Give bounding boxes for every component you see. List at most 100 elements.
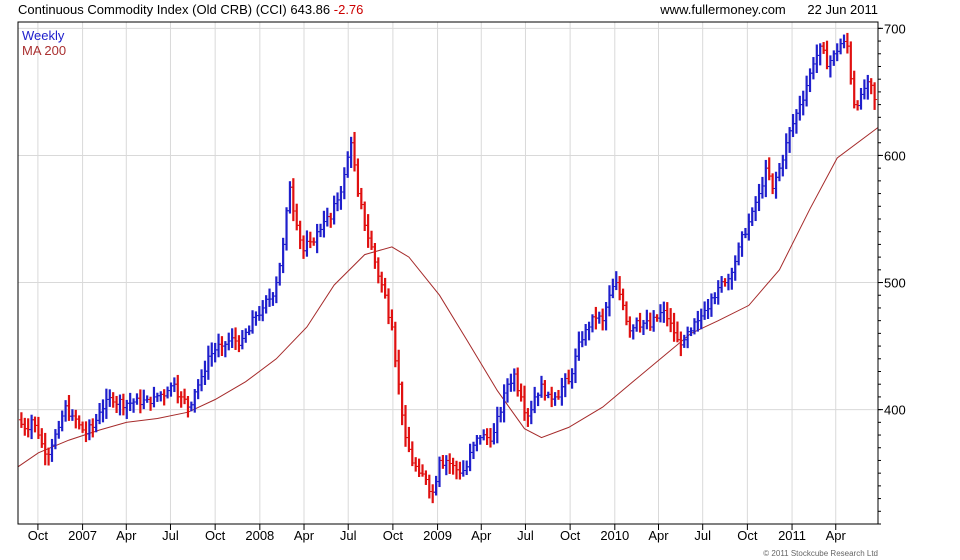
weekly-bar xyxy=(280,237,286,274)
weekly-bar xyxy=(773,171,779,199)
weekly-bar xyxy=(753,196,759,222)
weekly-bar xyxy=(637,312,643,333)
x-tick-label: Apr xyxy=(826,528,847,543)
price-change: -2.76 xyxy=(333,2,364,17)
weekly-bar xyxy=(141,389,147,410)
weekly-bar xyxy=(25,418,31,438)
weekly-bar xyxy=(651,310,657,332)
weekly-bar xyxy=(664,302,670,327)
weekly-bar xyxy=(284,207,290,251)
weekly-bar xyxy=(494,406,500,444)
weekly-bar xyxy=(552,392,558,406)
weekly-bar xyxy=(287,181,293,214)
x-axis: Oct 2007 Apr Jul Oct 2008 Apr Jul Oct 2009 Apr Jul O… xyxy=(28,524,847,543)
weekly-bar xyxy=(355,158,361,197)
weekly-bar xyxy=(86,419,92,441)
weekly-bar xyxy=(100,399,106,423)
weekly-bar xyxy=(810,57,816,80)
weekly-bar xyxy=(576,331,582,361)
weekly-bar xyxy=(457,461,463,480)
weekly-bar xyxy=(107,389,113,407)
weekly-bar xyxy=(450,457,456,475)
weekly-bar xyxy=(824,40,830,70)
x-tick-label: Oct xyxy=(383,528,404,543)
x-tick-label: Apr xyxy=(116,528,137,543)
weekly-bar xyxy=(399,381,405,426)
weekly-bar xyxy=(474,434,480,452)
weekly-bar xyxy=(270,292,276,306)
y-tick-label: 700 xyxy=(884,21,906,36)
weekly-bar xyxy=(110,392,116,408)
weekly-bar xyxy=(63,400,69,422)
weekly-bar xyxy=(76,415,82,430)
weekly-bar xyxy=(763,159,769,198)
weekly-bar xyxy=(674,321,680,343)
weekly-bar xyxy=(511,368,517,392)
weekly-bar xyxy=(348,136,354,168)
chart-header: Continuous Commodity Index (Old CRB) (CC… xyxy=(0,0,960,20)
weekly-bar xyxy=(256,306,262,321)
weekly-bar xyxy=(545,391,551,399)
y-tick-label: 600 xyxy=(884,148,906,163)
weekly-bar xyxy=(430,484,436,504)
weekly-bar xyxy=(202,360,208,386)
x-tick-label: Jul xyxy=(694,528,711,543)
weekly-bar xyxy=(719,276,725,293)
weekly-bar xyxy=(396,349,402,395)
weekly-bar xyxy=(260,300,266,322)
weekly-bar xyxy=(22,417,28,436)
weekly-bar xyxy=(797,95,803,121)
weekly-bar xyxy=(352,131,358,172)
weekly-bar xyxy=(97,403,103,425)
weekly-bar xyxy=(120,393,126,416)
weekly-bar xyxy=(555,389,561,400)
weekly-bar xyxy=(386,288,392,325)
legend-ma-200: MA 200 xyxy=(22,43,67,58)
weekly-bar xyxy=(243,328,249,343)
weekly-bar xyxy=(821,42,827,54)
x-tick-label: Oct xyxy=(737,528,758,543)
weekly-bar xyxy=(603,301,609,331)
x-tick-label: Apr xyxy=(648,528,669,543)
weekly-bar xyxy=(222,341,228,358)
weekly-bar xyxy=(171,377,177,393)
weekly-bar xyxy=(440,454,446,469)
weekly-bar xyxy=(464,460,470,476)
weekly-bar xyxy=(56,420,62,439)
weekly-bar xyxy=(236,335,242,353)
weekly-series xyxy=(18,32,878,504)
last-price: 643.86 xyxy=(290,2,331,17)
weekly-bar xyxy=(865,74,871,100)
weekly-bar xyxy=(403,405,409,447)
weekly-bar xyxy=(321,210,327,238)
x-tick-label: 2009 xyxy=(423,528,452,543)
x-tick-label: 2008 xyxy=(245,528,274,543)
weekly-bar xyxy=(192,389,198,413)
weekly-bar xyxy=(301,235,307,259)
weekly-bar xyxy=(460,460,466,477)
weekly-bar xyxy=(39,428,45,448)
weekly-bar xyxy=(467,443,473,472)
legend-weekly: Weekly xyxy=(22,28,65,43)
weekly-bar xyxy=(572,348,578,384)
weekly-bar xyxy=(858,87,864,110)
weekly-bar xyxy=(175,374,181,404)
weekly-bar xyxy=(695,310,701,332)
copyright: © 2011 Stockcube Research Ltd xyxy=(763,549,878,558)
weekly-bar xyxy=(35,416,41,439)
weekly-bar xyxy=(559,377,565,406)
weekly-bar xyxy=(93,413,99,433)
weekly-bar xyxy=(634,317,640,332)
weekly-bar xyxy=(484,428,490,446)
weekly-bar xyxy=(804,75,810,107)
weekly-bar xyxy=(861,79,867,100)
weekly-bar xyxy=(328,212,334,228)
weekly-bar xyxy=(606,285,612,317)
weekly-bar xyxy=(715,280,721,305)
weekly-bar xyxy=(29,414,35,440)
legend: Weekly MA 200 xyxy=(22,28,66,58)
weekly-bar xyxy=(477,435,483,445)
weekly-bar xyxy=(749,207,755,226)
weekly-bar xyxy=(538,375,544,398)
weekly-bar xyxy=(521,385,527,421)
